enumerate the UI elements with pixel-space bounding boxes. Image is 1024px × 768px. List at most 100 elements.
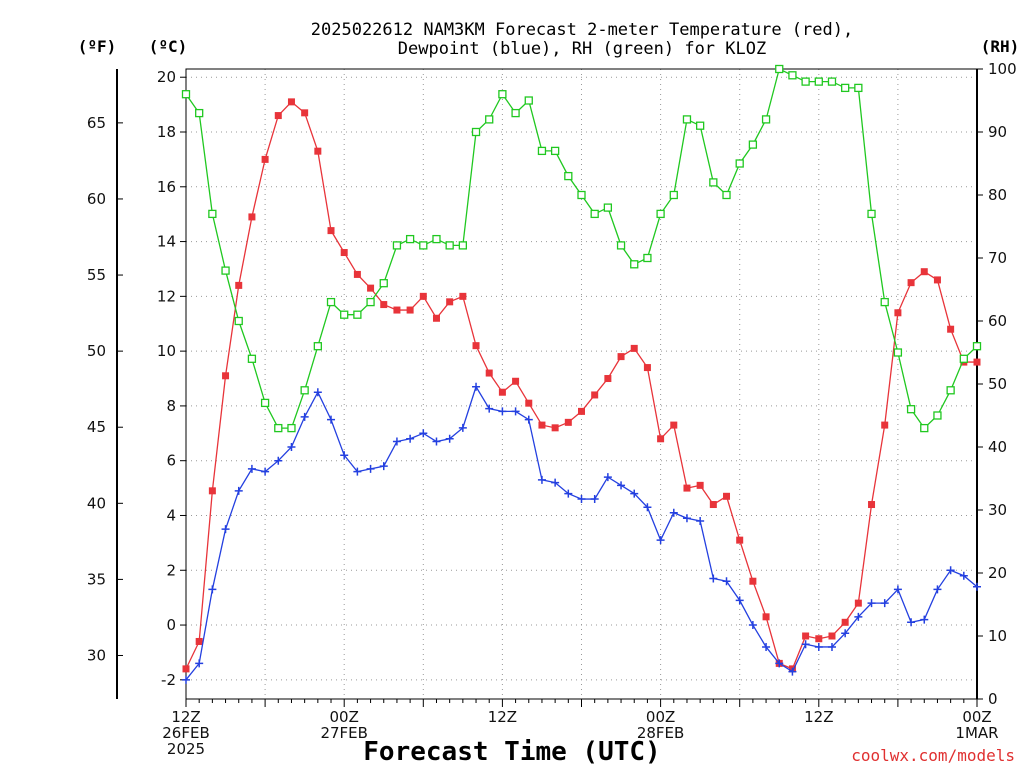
rh-point bbox=[867, 209, 876, 219]
dewpoint-point bbox=[867, 599, 876, 608]
dewpoint-point bbox=[208, 585, 217, 594]
dewpoint-point bbox=[340, 451, 349, 460]
temperature-point bbox=[274, 112, 282, 120]
dewpoint-point bbox=[445, 434, 454, 443]
rh-point bbox=[313, 342, 322, 351]
dewpoint-point bbox=[498, 407, 507, 416]
rh-point bbox=[326, 297, 336, 307]
temperature-point bbox=[446, 298, 454, 306]
celsius-tick-label: 8 bbox=[166, 397, 176, 415]
rh-point bbox=[656, 209, 665, 219]
temperature-point bbox=[683, 484, 691, 492]
celsius-tick-label: 0 bbox=[166, 616, 176, 634]
temperature-point bbox=[802, 632, 810, 640]
dewpoint-point bbox=[472, 382, 481, 391]
dewpoint-point bbox=[287, 443, 296, 451]
temperature-point bbox=[630, 344, 638, 352]
dewpoint-point bbox=[221, 525, 230, 534]
dewpoint-point bbox=[419, 429, 428, 438]
dewpoint-point bbox=[762, 642, 771, 651]
temperature-point bbox=[841, 618, 849, 626]
dewpoint-point bbox=[748, 621, 757, 630]
dewpoint-point bbox=[353, 467, 362, 476]
x-tick-label: 26FEB bbox=[162, 724, 209, 742]
dewpoint-point bbox=[656, 536, 665, 545]
rh-tick-label: 20 bbox=[988, 564, 1007, 582]
dewpoint-point bbox=[814, 642, 823, 651]
fahrenheit-tick-label: 65 bbox=[87, 114, 106, 132]
series-rh bbox=[181, 64, 982, 433]
rh-point bbox=[432, 234, 441, 244]
dewpoint-line bbox=[185, 385, 978, 681]
temperature-point bbox=[894, 309, 902, 317]
fahrenheit-tick-label: 55 bbox=[87, 266, 106, 284]
x-tick-label: 28FEB bbox=[637, 724, 684, 742]
rh-tick-label: 70 bbox=[988, 249, 1007, 267]
celsius-tick-label: 16 bbox=[157, 178, 176, 196]
rh-point bbox=[722, 190, 731, 200]
temperature-point bbox=[815, 635, 823, 643]
temperature-point bbox=[617, 353, 625, 361]
dewpoint-point bbox=[722, 577, 731, 586]
x-tick-label: 00Z bbox=[330, 708, 359, 726]
dewpoint-point bbox=[696, 516, 705, 525]
rh-point bbox=[287, 423, 296, 433]
rh-point bbox=[616, 241, 626, 250]
temperature-point bbox=[749, 577, 757, 585]
rh-point bbox=[775, 64, 784, 74]
rh-tick-label: 0 bbox=[988, 690, 998, 708]
fahrenheit-tick-label: 40 bbox=[87, 494, 106, 512]
x-tick-label: 12Z bbox=[804, 708, 833, 726]
rh-axis-label: (RH) bbox=[981, 37, 1020, 56]
dewpoint-point bbox=[643, 503, 652, 512]
rh-point bbox=[379, 279, 388, 288]
celsius-axis-label: (ºC) bbox=[149, 37, 188, 56]
rh-point bbox=[761, 115, 771, 124]
rh-point bbox=[260, 398, 270, 408]
rh-point bbox=[300, 386, 309, 395]
fahrenheit-tick-label: 35 bbox=[87, 570, 106, 588]
rh-point bbox=[195, 108, 204, 118]
celsius-tick-label: 10 bbox=[157, 342, 176, 360]
dewpoint-point bbox=[274, 456, 283, 465]
rh-point bbox=[590, 209, 599, 219]
celsius-tick-label: 4 bbox=[166, 506, 176, 524]
rh-tick-label: 80 bbox=[988, 186, 1007, 204]
temperature-point bbox=[222, 372, 230, 380]
rh-point bbox=[181, 90, 191, 99]
temperature-point bbox=[498, 388, 506, 396]
rh-point bbox=[458, 241, 468, 250]
temperature-point bbox=[643, 364, 651, 372]
temperature-point bbox=[670, 421, 678, 429]
rh-tick-label: 100 bbox=[988, 60, 1017, 78]
rh-point bbox=[696, 121, 705, 130]
rh-tick-label: 90 bbox=[988, 123, 1007, 141]
credit-link[interactable]: coolwx.com/models bbox=[851, 746, 1015, 765]
temperature-point bbox=[657, 435, 665, 443]
dewpoint-point bbox=[920, 615, 929, 624]
dewpoint-point bbox=[551, 478, 560, 487]
rh-point bbox=[564, 171, 573, 181]
dewpoint-point bbox=[775, 659, 784, 668]
rh-point bbox=[946, 386, 955, 395]
rh-point bbox=[603, 203, 613, 212]
temperature-point bbox=[723, 492, 731, 500]
dewpoint-point bbox=[788, 667, 797, 676]
dewpoint-point bbox=[946, 566, 955, 575]
dewpoint-point bbox=[182, 675, 190, 684]
temperature-point bbox=[604, 375, 612, 383]
fahrenheit-axis-label: (ºF) bbox=[78, 37, 117, 56]
celsius-tick-label: 6 bbox=[166, 452, 176, 470]
temperature-point bbox=[353, 270, 361, 278]
temperature-point bbox=[314, 147, 322, 155]
rh-point bbox=[933, 411, 942, 420]
rh-point bbox=[920, 423, 929, 433]
chart-title-line2: Dewpoint (blue), RH (green) for KLOZ bbox=[398, 39, 766, 59]
dewpoint-point bbox=[630, 489, 639, 498]
dewpoint-point bbox=[907, 618, 916, 627]
rh-point bbox=[841, 83, 850, 93]
chart-series bbox=[181, 64, 982, 684]
temperature-point bbox=[459, 292, 467, 300]
dewpoint-point bbox=[366, 464, 375, 473]
rh-point bbox=[485, 115, 494, 124]
